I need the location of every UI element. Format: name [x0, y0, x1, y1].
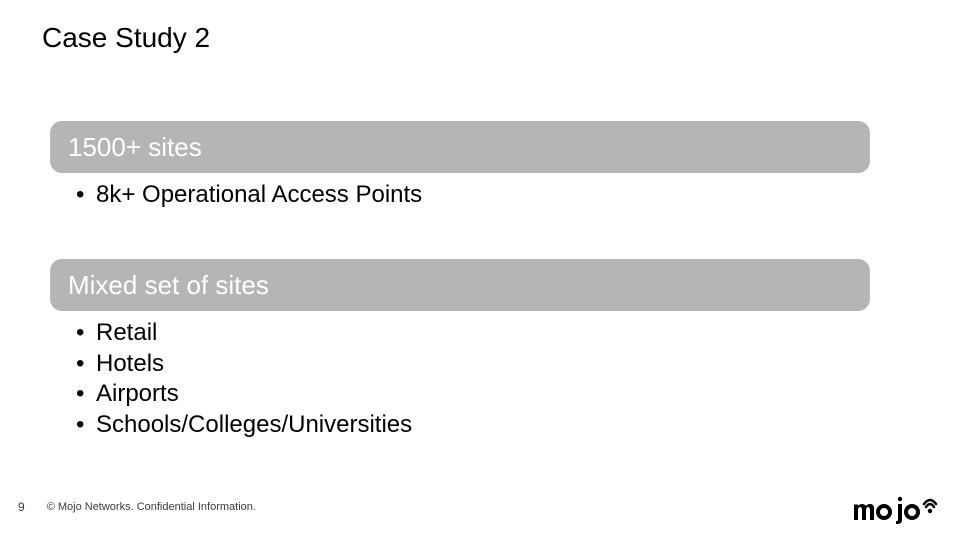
mojo-logo-icon — [852, 492, 940, 524]
list-item: Hotels — [76, 349, 412, 380]
list-item: 8k+ Operational Access Points — [76, 180, 422, 211]
section-heading-2: Mixed set of sites — [50, 259, 870, 311]
list-item: Retail — [76, 318, 412, 349]
footer: 9 © Mojo Networks. Confidential Informat… — [18, 500, 256, 514]
slide: Case Study 2 1500+ sites 8k+ Operational… — [0, 0, 960, 540]
copyright-text: © Mojo Networks. Confidential Informatio… — [47, 501, 256, 513]
list-item: Schools/Colleges/Universities — [76, 410, 412, 441]
section-bullets-2: Retail Hotels Airports Schools/Colleges/… — [76, 318, 412, 441]
page-number: 9 — [18, 500, 25, 514]
list-item: Airports — [76, 379, 412, 410]
section-bullets-1: 8k+ Operational Access Points — [76, 180, 422, 211]
section-heading-1: 1500+ sites — [50, 121, 870, 173]
page-title: Case Study 2 — [42, 22, 210, 54]
